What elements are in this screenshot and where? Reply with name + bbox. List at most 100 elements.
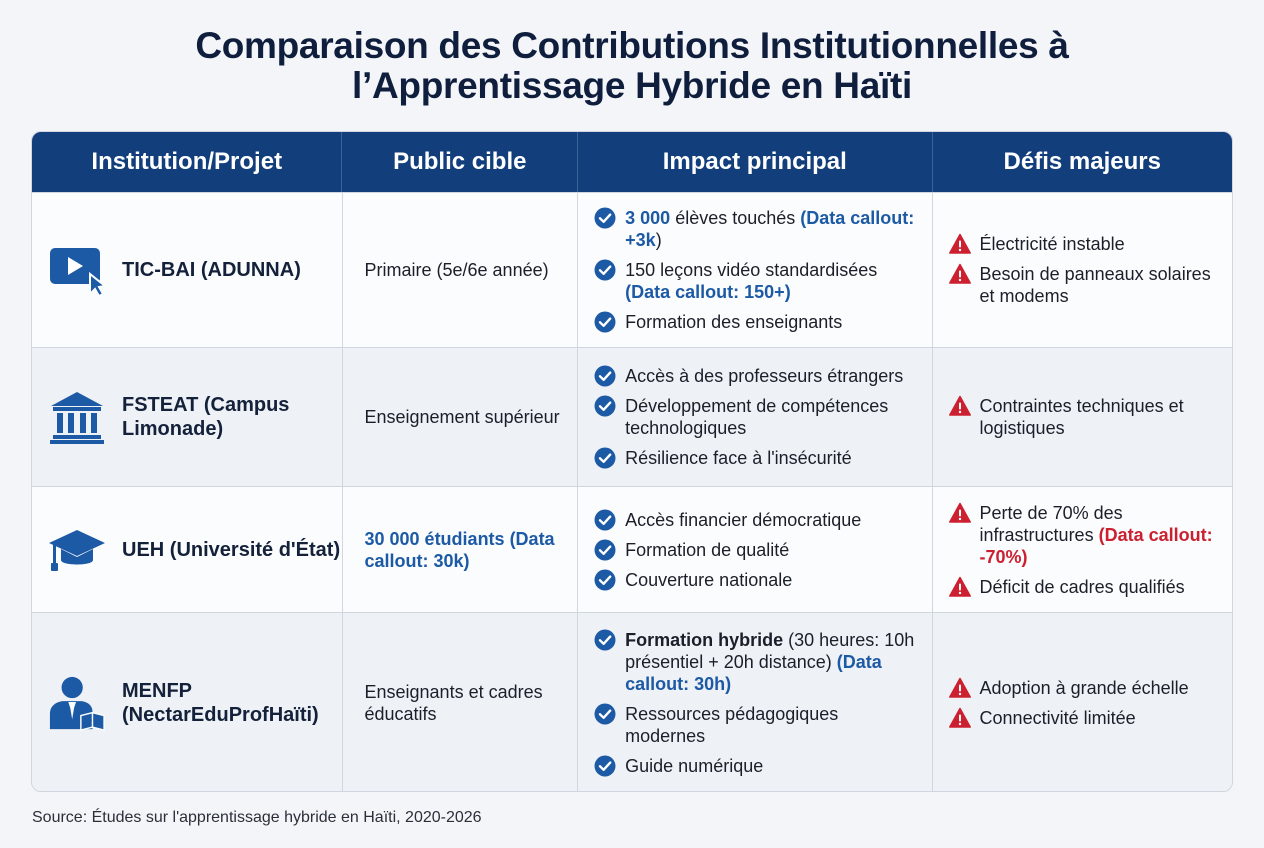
source-note: Source: Études sur l'apprentissage hybri… <box>32 809 482 826</box>
challenge-item: Déficit de cadres qualifiés <box>948 576 1222 598</box>
graduation-cap-icon <box>48 521 106 579</box>
institution-cell: FSTEAT (Campus Limonade) <box>32 348 343 486</box>
check-circle-icon <box>594 447 616 469</box>
teacher-book-icon <box>48 674 106 732</box>
item-text: Connectivité limitée <box>980 707 1136 729</box>
item-text-part: Accès financier démocratique <box>625 509 862 530</box>
item-text-part: 150 leçons vidéo standardisées <box>625 260 878 280</box>
impact-cell: Formation hybride (30 heures: 10h présen… <box>578 613 933 791</box>
challenges-list: Adoption à grande échelle Connectivité li… <box>933 673 1199 733</box>
public-cell: Enseignement supérieur <box>343 348 579 486</box>
item-text-part: Déficit de cadres qualifiés <box>979 576 1185 597</box>
institution-cell: UEH (Université d'État) <box>32 487 343 612</box>
item-text: Ressources pédagogiques modernes <box>625 703 921 747</box>
challenge-item: Besoin de panneaux solaires et modems <box>948 263 1222 307</box>
impact-list: Accès financier démocratique Formation de… <box>578 505 871 595</box>
item-text: Résilience face à l'insécurité <box>625 447 852 469</box>
impact-item: 150 leçons vidéo standardisées (Data cal… <box>594 259 921 303</box>
table-row: FSTEAT (Campus Limonade) Enseignement su… <box>32 347 1232 486</box>
impact-cell: Accès à des professeurs étrangers Dévelop… <box>578 348 933 486</box>
challenges-cell: Adoption à grande échelle Connectivité li… <box>933 613 1232 791</box>
impact-item: Accès financier démocratique <box>594 509 861 531</box>
challenge-item: Contraintes techniques et logistiques <box>948 395 1222 439</box>
item-text-part: Formation des enseignants <box>625 312 843 332</box>
warning-triangle-icon <box>948 502 971 523</box>
item-text-part: (Data callout: 150+) <box>625 282 791 302</box>
header-institution: Institution/Projet <box>32 132 343 192</box>
item-text: Accès à des professeurs étrangers <box>625 365 903 387</box>
check-circle-icon <box>594 703 616 725</box>
challenges-cell: Électricité instable Besoin de panneaux s… <box>933 193 1232 347</box>
public-cell: Enseignants et cadres éducatifs <box>343 613 579 791</box>
check-circle-icon <box>594 207 616 229</box>
item-text: Formation hybride (30 heures: 10h présen… <box>625 629 921 695</box>
item-text-part: Électricité instable <box>979 234 1125 254</box>
item-text: Besoin de panneaux solaires et modems <box>980 263 1222 307</box>
item-text: Formation des enseignants <box>625 311 842 333</box>
check-circle-icon <box>594 755 616 777</box>
challenges-list: Électricité instable Besoin de panneaux s… <box>933 229 1232 311</box>
impact-item: 3 000 élèves touchés (Data callout: +3k) <box>594 207 921 251</box>
check-circle-icon <box>594 365 616 387</box>
impact-cell: Accès financier démocratique Formation de… <box>578 487 933 612</box>
video-play-icon <box>48 241 106 299</box>
impact-item: Formation des enseignants <box>594 311 921 333</box>
table-row: UEH (Université d'État) 30 000 étudiants… <box>32 486 1232 612</box>
public-cell: Primaire (5e/6e année) <box>343 193 579 347</box>
table-row: MENFP (NectarEduProfHaïti) Enseignants e… <box>32 612 1232 791</box>
institution-name: FSTEAT (Campus Limonade) <box>122 394 290 440</box>
check-circle-icon <box>594 259 616 281</box>
item-text-part: Résilience face à l'insécurité <box>625 448 852 468</box>
item-text-part: Guide numérique <box>625 756 764 776</box>
warning-triangle-icon <box>948 233 971 254</box>
warning-triangle-icon <box>948 263 971 284</box>
challenge-item: Perte de 70% des infrastructures (Data c… <box>948 502 1222 568</box>
warning-triangle-icon <box>948 576 971 597</box>
check-circle-icon <box>594 395 616 417</box>
item-text: Perte de 70% des infrastructures (Data c… <box>980 502 1222 568</box>
title-line-1: Comparaison des Contributions Institutio… <box>195 25 1069 66</box>
impact-item: Développement de compétences technologiq… <box>594 395 921 439</box>
item-text-part: Perte de 70% des infrastructures <box>979 502 1123 545</box>
item-text: 3 000 élèves touchés (Data callout: +3k) <box>625 207 921 251</box>
challenge-item: Adoption à grande échelle <box>948 677 1189 699</box>
warning-triangle-icon <box>948 677 971 698</box>
warning-triangle-icon <box>948 395 971 416</box>
table-header: Institution/Projet Public cible Impact p… <box>32 132 1232 192</box>
title-line-2: l’Apprentissage Hybride en Haïti <box>352 65 912 106</box>
item-text-part: Formation de qualité <box>625 539 790 560</box>
item-text: Électricité instable <box>980 233 1125 255</box>
challenge-item: Connectivité limitée <box>948 707 1189 729</box>
header-public: Public cible <box>342 132 579 192</box>
item-text: Déficit de cadres qualifiés <box>980 576 1185 598</box>
institution-name: UEH (Université d'État) <box>122 538 341 561</box>
item-text-part: Adoption à grande échelle <box>979 678 1189 698</box>
impact-item: Formation hybride (30 heures: 10h présen… <box>594 629 921 695</box>
table-row: TIC-BAI (ADUNNA) Primaire (5e/6e année) … <box>32 192 1232 347</box>
item-text-part: ) <box>655 230 662 250</box>
item-text-part: 3 000 <box>625 208 671 228</box>
impact-item: Guide numérique <box>594 755 921 777</box>
check-circle-icon <box>594 539 616 560</box>
item-text: Couverture nationale <box>625 569 792 591</box>
public-cell: 30 000 étudiants (Data callout: 30k) <box>343 487 579 612</box>
item-text-part: Connectivité limitée <box>979 708 1136 728</box>
item-text: Développement de compétences technologiq… <box>625 395 921 439</box>
item-text-part: Couverture nationale <box>625 569 793 590</box>
check-circle-icon <box>594 509 616 530</box>
impact-cell: 3 000 élèves touchés (Data callout: +3k)… <box>578 193 933 347</box>
item-text: 150 leçons vidéo standardisées (Data cal… <box>625 259 921 303</box>
challenges-cell: Perte de 70% des infrastructures (Data c… <box>933 487 1232 612</box>
item-text-part: Besoin de panneaux solaires et modems <box>979 264 1211 306</box>
university-building-icon <box>48 388 106 446</box>
item-text: Accès financier démocratique <box>625 509 861 531</box>
impact-list: 3 000 élèves touchés (Data callout: +3k)… <box>578 203 931 337</box>
impact-item: Formation de qualité <box>594 539 861 561</box>
institution-cell: TIC-BAI (ADUNNA) <box>32 193 343 347</box>
item-text-part: Ressources pédagogiques modernes <box>625 704 839 746</box>
check-circle-icon <box>594 569 616 590</box>
impact-item: Accès à des professeurs étrangers <box>594 365 921 387</box>
institution-name: TIC-BAI (ADUNNA) <box>122 259 301 281</box>
challenges-list: Contraintes techniques et logistiques <box>933 391 1232 443</box>
item-text: Contraintes techniques et logistiques <box>980 395 1222 439</box>
